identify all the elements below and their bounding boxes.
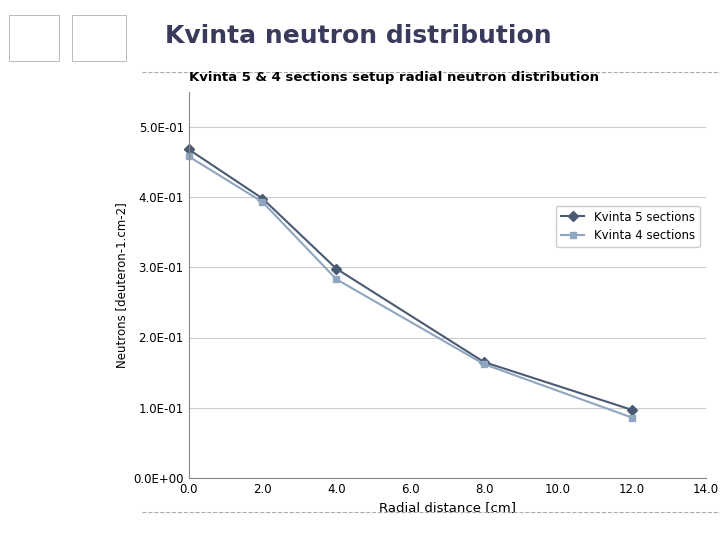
Text: 10: 10 [10,510,30,524]
Text: Method: Method [10,153,63,166]
Kvinta 5 sections [184,146,193,153]
Text: Kvinta neutron distribution: Kvinta neutron distribution [165,24,552,48]
Kvinta 4 sections [258,199,267,205]
Text: Conclusion: Conclusion [10,389,86,402]
Line: Kvinta 4 sections: Kvinta 4 sections [185,153,635,421]
Text: • neutron spectra: • neutron spectra [10,275,109,285]
FancyBboxPatch shape [72,15,126,60]
X-axis label: Radial distance [cm]: Radial distance [cm] [379,501,516,514]
Kvinta 4 sections [480,361,488,367]
Text: • neutron
  distribution: • neutron distribution [10,228,91,251]
Text: Kvinta 5 & 4 sections setup radial neutron distribution: Kvinta 5 & 4 sections setup radial neutr… [189,71,598,84]
Kvinta 5 sections [627,407,636,413]
Kvinta 5 sections [332,266,341,272]
Text: • MCNPX models: • MCNPX models [10,302,104,312]
Kvinta 4 sections [332,276,341,282]
FancyBboxPatch shape [9,15,59,60]
Line: Kvinta 5 sections: Kvinta 5 sections [185,146,635,413]
Y-axis label: Neutrons [deuteron-1.cm-2]: Neutrons [deuteron-1.cm-2] [114,202,127,368]
Kvinta 5 sections [258,195,267,202]
Kvinta 5 sections [480,359,488,365]
Legend: Kvinta 5 sections, Kvinta 4 sections: Kvinta 5 sections, Kvinta 4 sections [556,206,700,247]
Text: • Multiplicity in
  various models: • Multiplicity in various models [10,329,102,352]
Kvinta 4 sections [184,153,193,160]
Kvinta 4 sections [627,414,636,421]
Text: Results: Results [10,199,62,212]
Text: Setup: Setup [10,104,51,117]
